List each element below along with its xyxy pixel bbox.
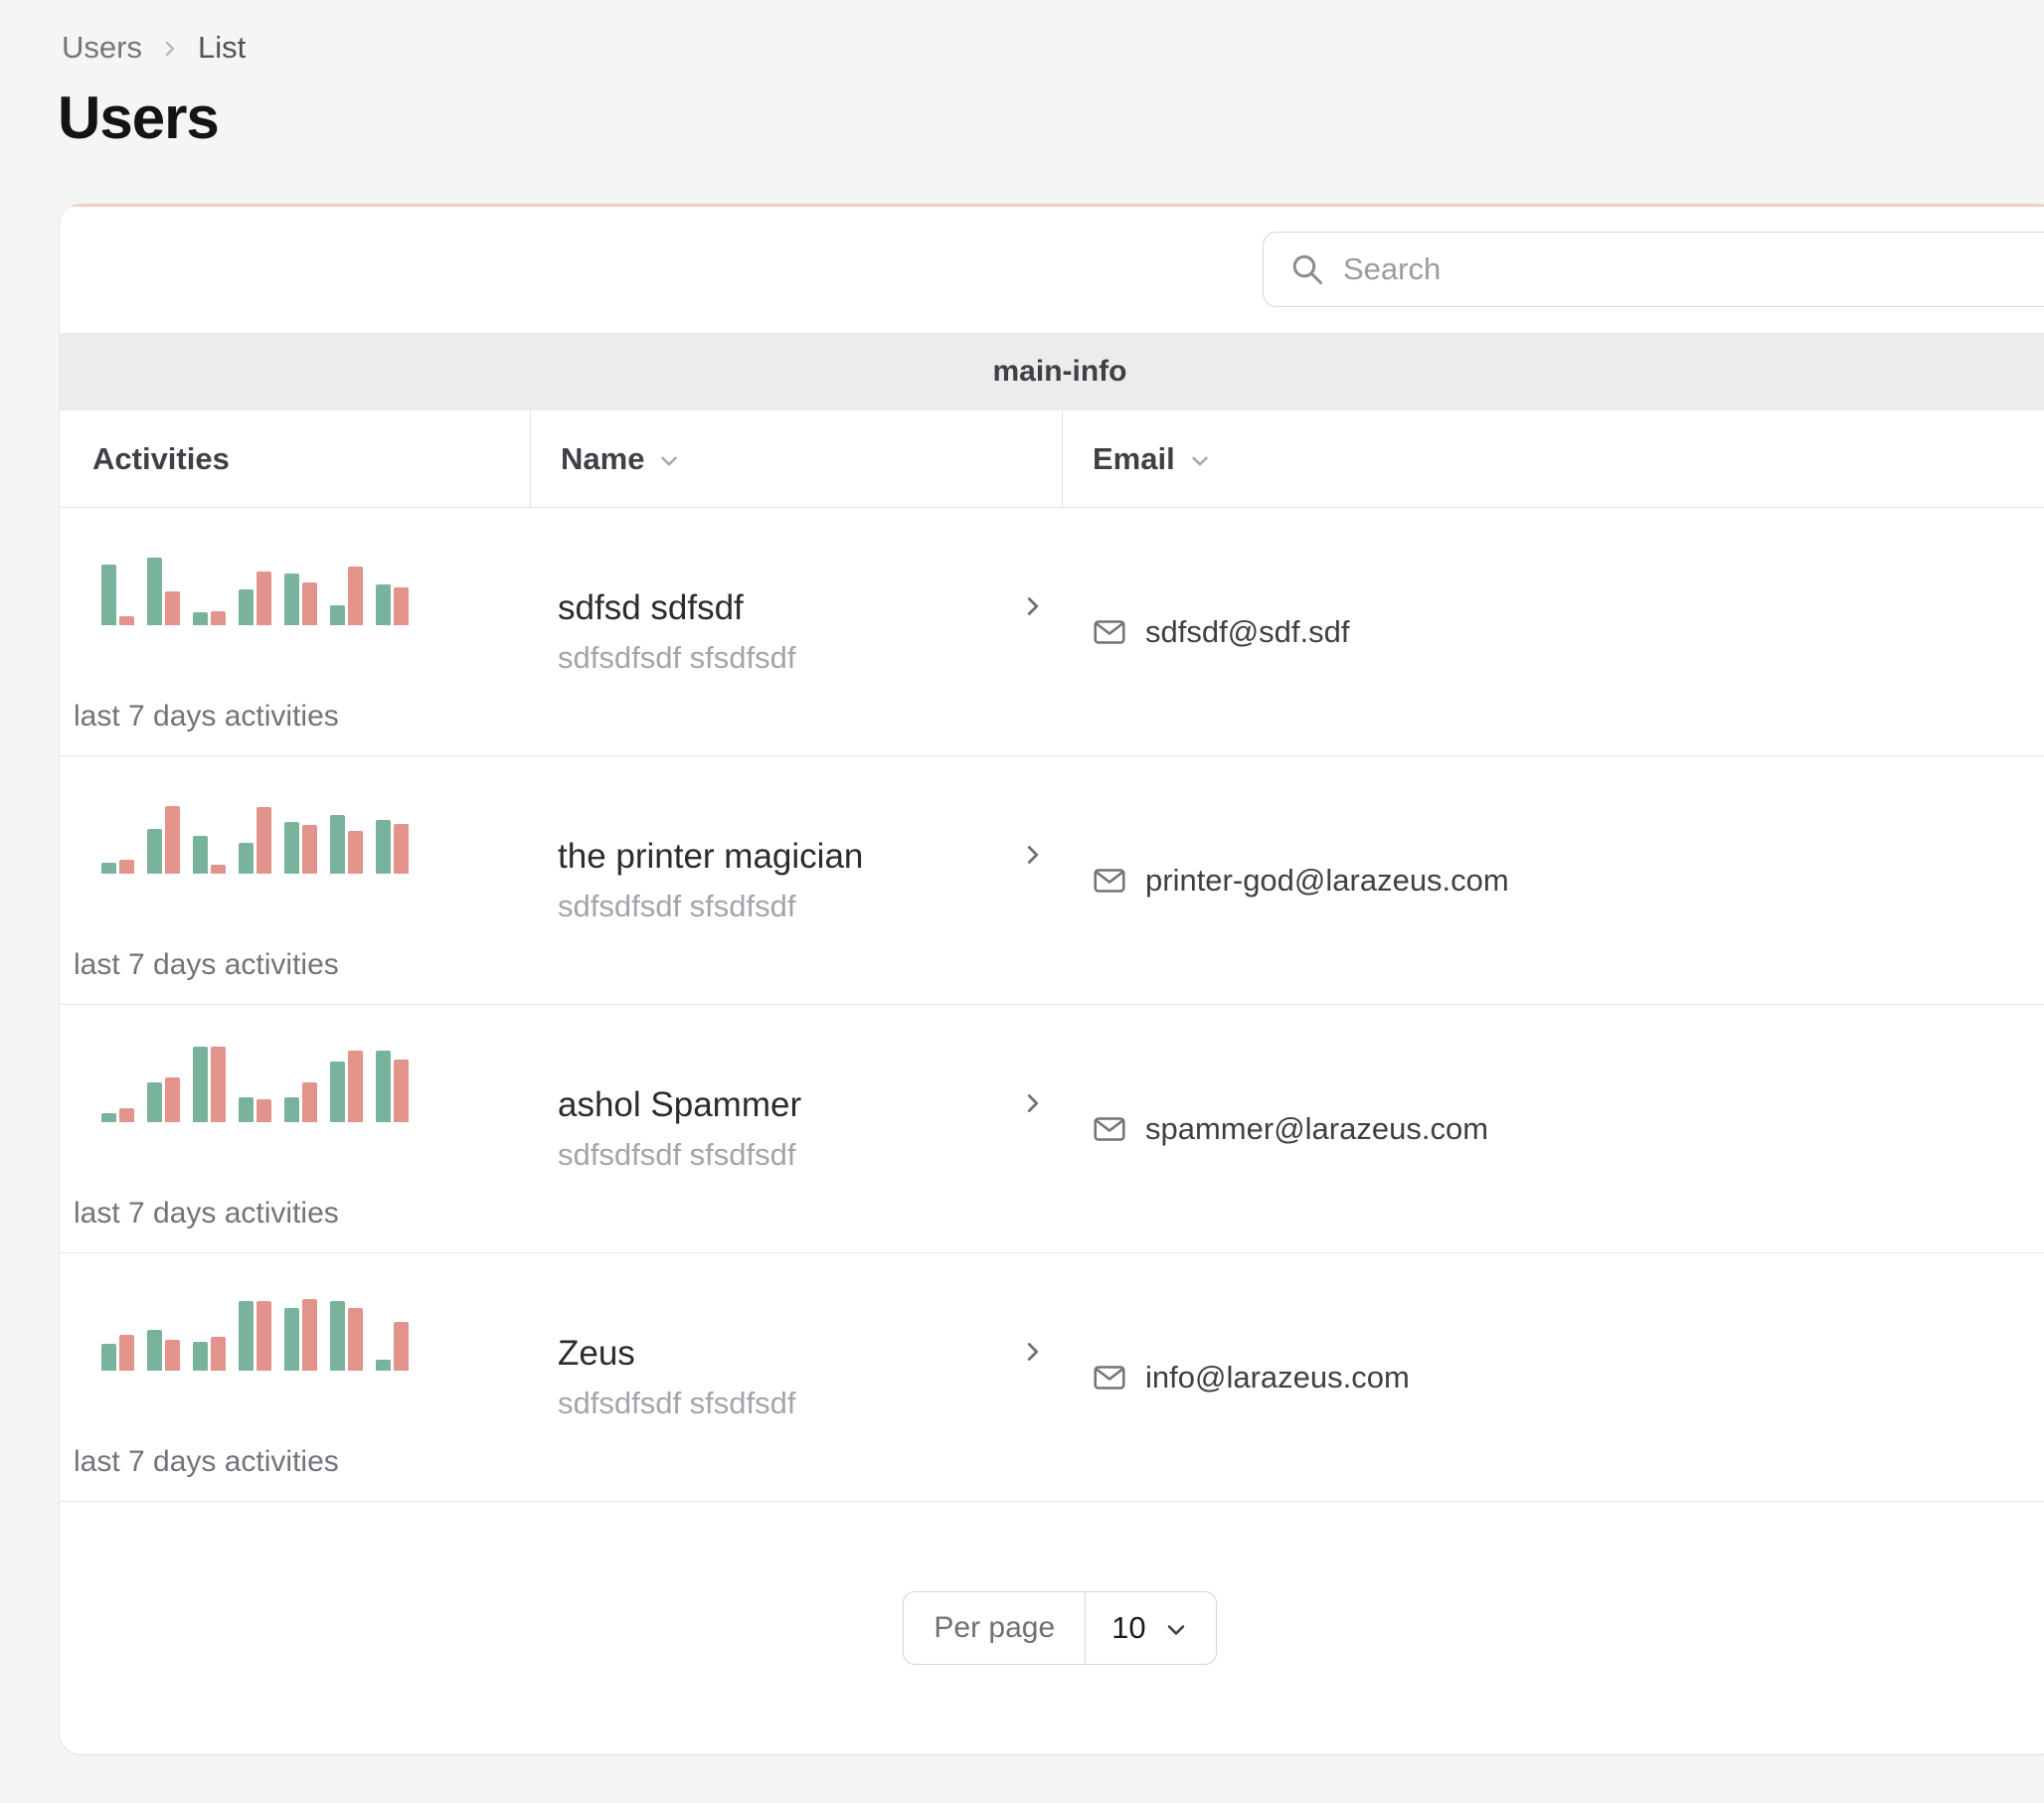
- table-body: last 7 days activities sdfsd sdfsdf sdfs…: [60, 508, 2044, 1502]
- name-cell: sdfsd sdfsdf sdfsdfsdf sfsdfsdf: [530, 508, 1062, 755]
- table-row[interactable]: last 7 days activities the printer magic…: [60, 756, 2044, 1005]
- chart-caption: last 7 days activities: [74, 1445, 339, 1478]
- table-toolbar: [60, 204, 2044, 333]
- chevron-right-icon[interactable]: [1018, 591, 1048, 621]
- search-box[interactable]: [1263, 232, 2044, 307]
- envelope-icon: [1092, 614, 1127, 650]
- per-page-control: Per page 10: [903, 1591, 1217, 1665]
- users-table-card: main-info Activities Name Email last 7 d…: [60, 204, 2044, 1754]
- activities-cell: last 7 days activities: [60, 1253, 530, 1501]
- breadcrumb-item-list: List: [197, 30, 247, 65]
- name-cell: ashol Spammer sdfsdfsdf sfsdfsdf: [530, 1005, 1062, 1252]
- user-subtitle: sdfsdfsdf sfsdfsdf: [558, 639, 796, 675]
- user-email: sdfsdf@sdf.sdf: [1145, 613, 1350, 649]
- user-name: Zeus: [558, 1333, 635, 1373]
- column-header-name[interactable]: Name: [530, 410, 1062, 507]
- name-block: ashol Spammer sdfsdfsdf sfsdfsdf: [558, 1085, 801, 1173]
- table-row[interactable]: last 7 days activities sdfsd sdfsdf sdfs…: [60, 508, 2044, 756]
- column-group-main-info: main-info: [60, 333, 2044, 410]
- breadcrumb: Users List: [62, 30, 246, 66]
- user-name: sdfsd sdfsdf: [558, 587, 744, 627]
- per-page-select[interactable]: 10: [1086, 1592, 1215, 1664]
- user-email: info@larazeus.com: [1145, 1359, 1410, 1394]
- column-label: Name: [561, 440, 645, 476]
- email-cell: spammer@larazeus.com: [1062, 1005, 2044, 1252]
- table-row[interactable]: last 7 days activities Zeus sdfsdfsdf sf…: [60, 1253, 2044, 1502]
- column-header-activities: Activities: [60, 410, 530, 507]
- email-cell: printer-god@larazeus.com: [1062, 756, 2044, 1004]
- chart-caption: last 7 days activities: [74, 948, 339, 981]
- activities-cell: last 7 days activities: [60, 508, 530, 755]
- activity-chart: [101, 534, 530, 625]
- search-input[interactable]: [1343, 251, 2044, 287]
- user-name: ashol Spammer: [558, 1084, 802, 1124]
- column-label: Email: [1093, 440, 1175, 476]
- pagination: Per page 10: [60, 1502, 2044, 1754]
- user-subtitle: sdfsdfsdf sfsdfsdf: [558, 1385, 796, 1420]
- chart-caption: last 7 days activities: [74, 1197, 339, 1229]
- chevron-down-icon: [1162, 1616, 1190, 1644]
- user-subtitle: sdfsdfsdf sfsdfsdf: [558, 888, 796, 923]
- page-title: Users: [58, 84, 220, 151]
- table-header: Activities Name Email: [60, 410, 2044, 508]
- breadcrumb-chevron-icon: [158, 37, 182, 61]
- name-cell: Zeus sdfsdfsdf sfsdfsdf: [530, 1253, 1062, 1501]
- chevron-right-icon[interactable]: [1018, 1337, 1048, 1367]
- name-block: sdfsd sdfsdf sdfsdfsdf sfsdfsdf: [558, 588, 796, 676]
- chevron-right-icon[interactable]: [1018, 840, 1048, 870]
- column-label: Activities: [92, 440, 230, 476]
- breadcrumb-item-users[interactable]: Users: [62, 30, 142, 65]
- activity-chart: [101, 1031, 530, 1122]
- envelope-icon: [1092, 1111, 1127, 1147]
- user-name: the printer magician: [558, 836, 864, 876]
- name-block: Zeus sdfsdfsdf sfsdfsdf: [558, 1334, 796, 1421]
- name-block: the printer magician sdfsdfsdf sfsdfsdf: [558, 837, 863, 924]
- email-cell: sdfsdf@sdf.sdf: [1062, 508, 2044, 755]
- name-cell: the printer magician sdfsdfsdf sfsdfsdf: [530, 756, 1062, 1004]
- per-page-value: 10: [1111, 1610, 1146, 1645]
- user-email: printer-god@larazeus.com: [1145, 862, 1509, 898]
- chevron-right-icon[interactable]: [1018, 1088, 1048, 1118]
- activity-chart: [101, 782, 530, 874]
- per-page-label: Per page: [904, 1592, 1087, 1664]
- user-email: spammer@larazeus.com: [1145, 1110, 1489, 1146]
- search-icon: [1289, 251, 1325, 287]
- column-header-email[interactable]: Email: [1062, 410, 2044, 507]
- email-cell: info@larazeus.com: [1062, 1253, 2044, 1501]
- envelope-icon: [1092, 1360, 1127, 1395]
- sort-chevron-icon: [656, 448, 682, 474]
- chart-caption: last 7 days activities: [74, 700, 339, 733]
- user-subtitle: sdfsdfsdf sfsdfsdf: [558, 1136, 796, 1172]
- envelope-icon: [1092, 863, 1127, 899]
- activities-cell: last 7 days activities: [60, 1005, 530, 1252]
- table-row[interactable]: last 7 days activities ashol Spammer sdf…: [60, 1005, 2044, 1253]
- activity-chart: [101, 1279, 530, 1371]
- sort-chevron-icon: [1187, 448, 1213, 474]
- activities-cell: last 7 days activities: [60, 756, 530, 1004]
